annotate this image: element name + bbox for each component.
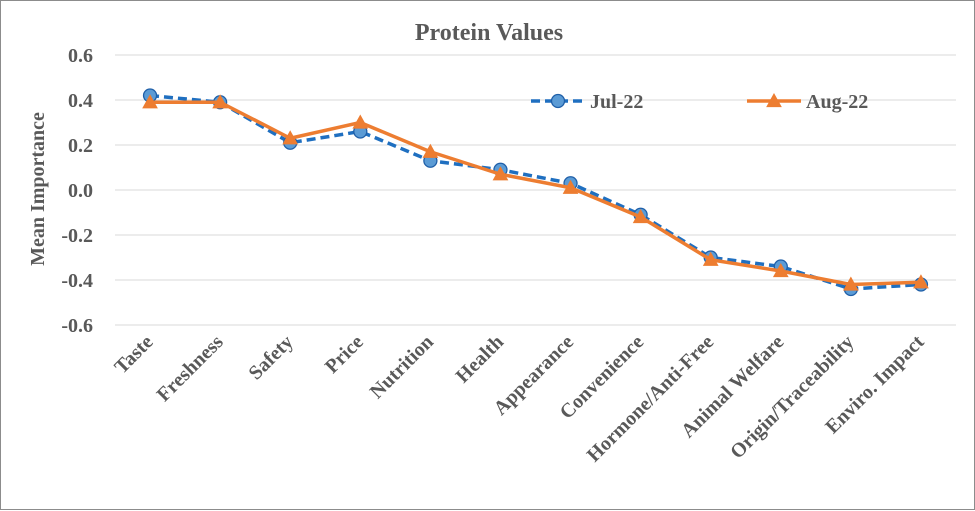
legend-label: Aug-22 [806,91,868,113]
chart-title: Protein Values [415,20,563,46]
y-tick-label: 0.4 [68,90,93,112]
y-tick-label: 0.2 [68,135,93,157]
x-tick-label: Price [321,331,368,378]
y-tick-label: 0.0 [68,180,93,202]
data-point [142,94,158,109]
y-tick-label: -0.4 [61,270,93,292]
data-point [212,94,228,109]
data-point [422,143,439,158]
y-tick-labels: 0.6 0.4 0.2 0.0 -0.2 -0.4 -0.6 [61,45,93,337]
data-point [562,179,579,194]
data-point [772,262,789,278]
data-point [702,251,719,266]
legend: Jul-22 Aug-22 [531,91,868,113]
x-tick-label: Origin/Traceability [726,331,858,463]
y-tick-label: 0.6 [68,45,93,67]
x-tick-label: Safety [244,331,297,384]
data-point [492,166,509,181]
series-line [150,100,922,287]
x-tick-label: Nutrition [366,331,438,403]
y-tick-label: -0.2 [61,225,93,247]
y-tick-label: -0.6 [61,315,93,337]
y-axis-label: Mean Importance [27,112,49,266]
data-point [282,130,299,145]
legend-marker [766,92,782,108]
x-tick-label: Health [452,331,508,387]
data-point [913,274,929,289]
legend-marker [550,93,566,109]
x-tick-label: Taste [110,331,157,378]
x-tick-label: Hormone/Anti-Free [583,331,719,467]
data-point [632,208,649,224]
gridlines [115,54,956,326]
x-tick-label: Freshness [153,331,228,406]
data-point [352,114,369,129]
legend-label: Jul-22 [590,91,643,113]
series-lines [142,88,929,297]
data-point [843,276,859,291]
